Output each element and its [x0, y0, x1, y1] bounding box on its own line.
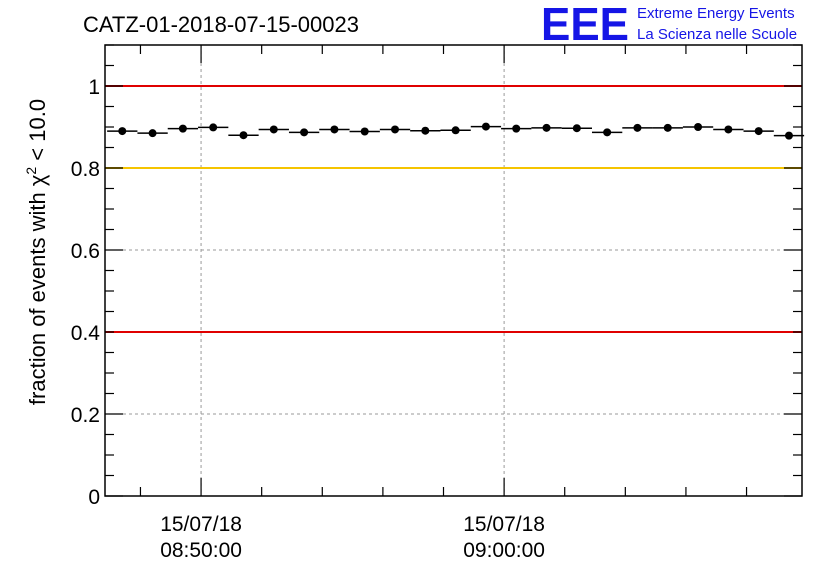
- logo-line1: Extreme Energy Events: [637, 5, 795, 22]
- eee-logo: EEE Extreme Energy Events La Scienza nel…: [541, 0, 797, 50]
- data-point: [512, 124, 521, 133]
- data-point: [481, 122, 490, 131]
- data-point: [269, 125, 278, 134]
- data-point: [633, 123, 642, 132]
- data-point: [360, 127, 369, 136]
- data-point: [542, 123, 551, 132]
- axis-ticks: [105, 44, 802, 497]
- y-axis-label: fraction of events with χ2 < 10.0: [23, 99, 50, 405]
- x-tick-label-date: 15/07/18: [463, 513, 545, 536]
- data-point: [663, 123, 672, 132]
- y-tick-label: 1: [88, 76, 100, 99]
- data-point: [603, 128, 612, 137]
- y-tick-label: 0.4: [71, 322, 101, 345]
- data-point: [724, 125, 733, 134]
- y-tick-label: 0.8: [71, 158, 100, 181]
- gridlines: [105, 45, 802, 496]
- data-point: [118, 127, 127, 136]
- data-point: [391, 125, 400, 134]
- tick-labels: 0 0.2 0.4 0.6 0.8 1 15/07/18 08:50:00 15/07/18 09…: [71, 76, 545, 562]
- y-axis-label-superscript: 2: [23, 167, 39, 175]
- data-point: [784, 131, 793, 140]
- data-point: [148, 129, 157, 138]
- reference-lines: [105, 85, 802, 333]
- y-tick-label: 0: [88, 486, 100, 509]
- y-tick-label: 0.2: [71, 404, 100, 427]
- data-point: [421, 126, 430, 135]
- data-point: [694, 123, 703, 131]
- data-point: [239, 131, 248, 140]
- logo-acronym: EEE: [541, 0, 629, 50]
- y-axis-label-main: fraction of events with χ: [25, 174, 50, 405]
- data-point: [300, 128, 309, 137]
- logo-line2: La Scienza nelle Scuole: [637, 26, 797, 43]
- plot-frame: [104, 44, 803, 497]
- data-point: [178, 124, 187, 133]
- data-point: [451, 126, 460, 135]
- data-point: [572, 124, 581, 133]
- data-point: [330, 125, 339, 134]
- data-point: [209, 123, 218, 132]
- data-points: [107, 122, 805, 140]
- x-tick-label-time: 09:00:00: [463, 539, 545, 562]
- x-tick-label-time: 08:50:00: [160, 539, 242, 562]
- y-tick-label: 0.6: [71, 240, 100, 263]
- x-tick-label-date: 15/07/18: [160, 513, 242, 536]
- data-point: [754, 127, 763, 136]
- y-axis-label-tail: < 10.0: [25, 99, 50, 167]
- chart-title: CATZ-01-2018-07-15-00023: [83, 12, 359, 37]
